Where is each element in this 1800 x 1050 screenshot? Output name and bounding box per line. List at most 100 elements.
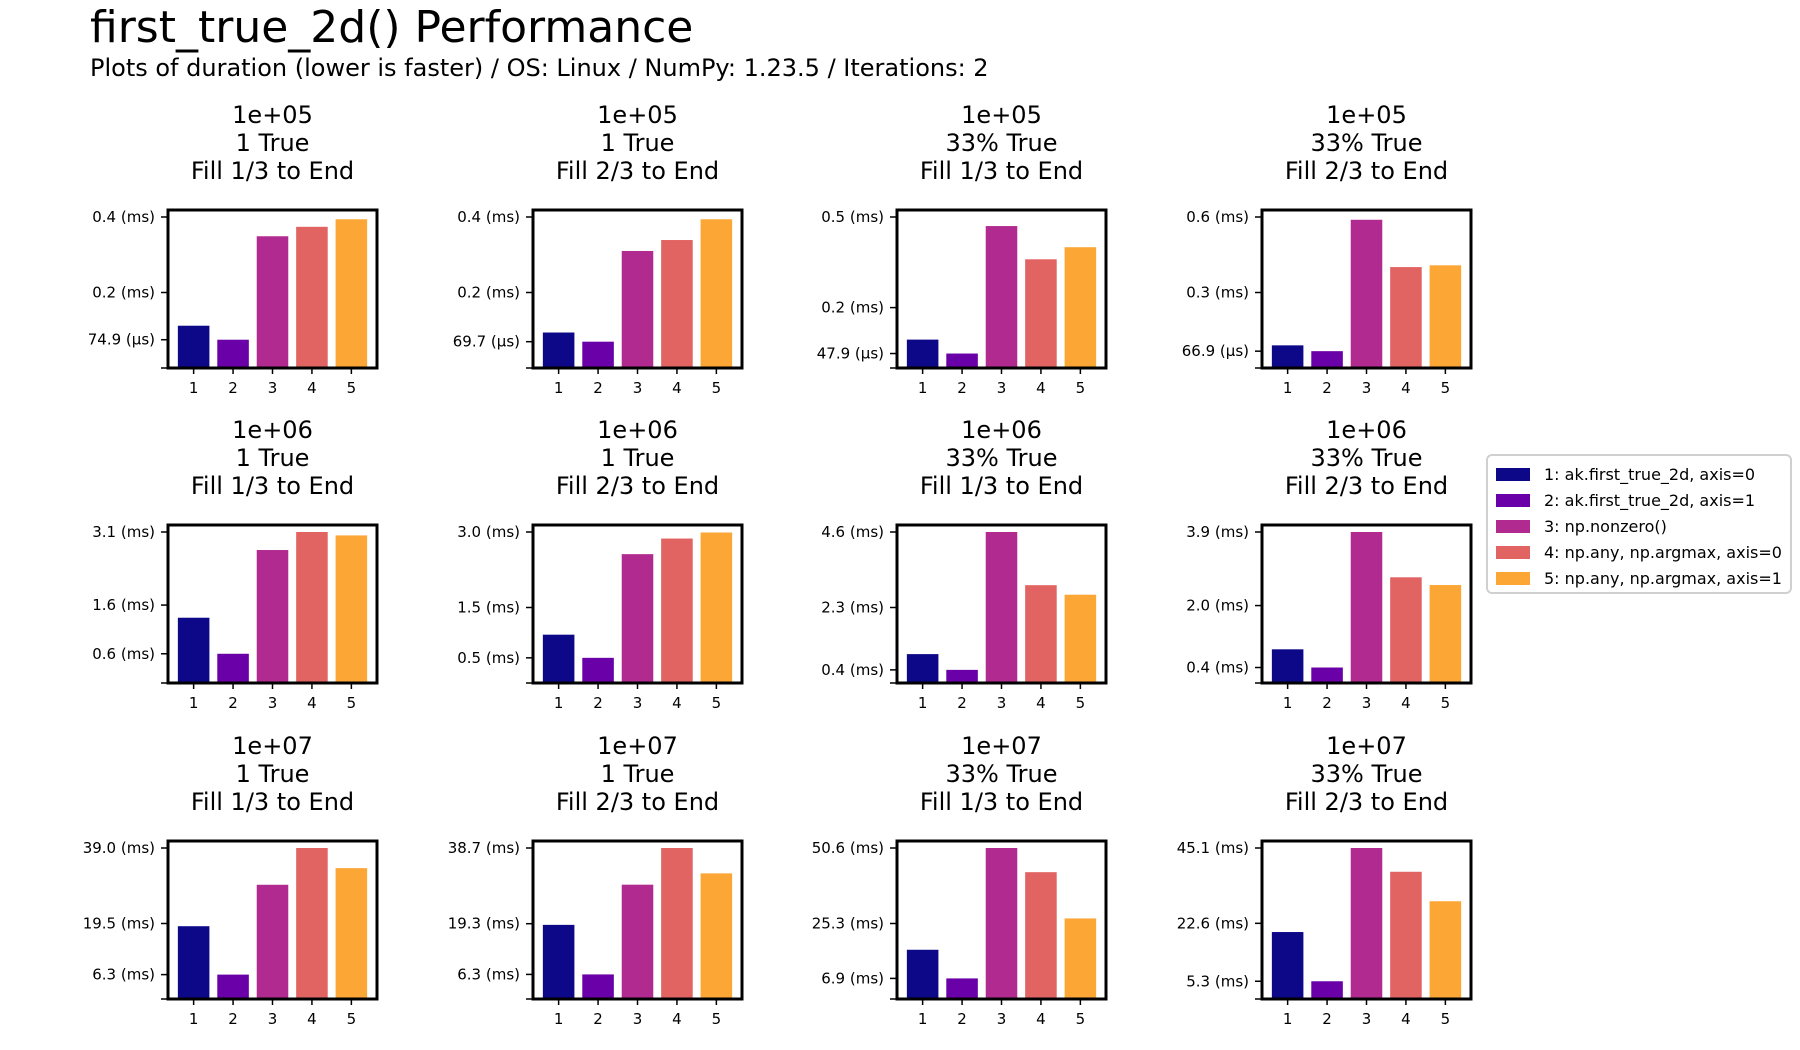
bar bbox=[1064, 918, 1097, 999]
x-tick-label: 4 bbox=[307, 379, 317, 397]
x-tick-label: 4 bbox=[672, 694, 682, 712]
y-tick-label: 50.6 (ms) bbox=[812, 839, 884, 857]
x-tick-label: 3 bbox=[268, 379, 278, 397]
bar bbox=[906, 339, 939, 368]
x-tick-label: 4 bbox=[307, 1010, 317, 1028]
bar bbox=[542, 924, 575, 999]
y-tick-label: 6.3 (ms) bbox=[457, 965, 520, 983]
bar bbox=[296, 848, 328, 999]
x-tick-label: 2 bbox=[1322, 379, 1332, 397]
x-tick-label: 4 bbox=[1036, 1010, 1046, 1028]
x-tick-label: 2 bbox=[593, 379, 603, 397]
y-tick-label: 0.6 (ms) bbox=[1186, 208, 1249, 226]
y-tick-label: 3.1 (ms) bbox=[92, 523, 155, 541]
x-tick-label: 2 bbox=[593, 1010, 603, 1028]
y-tick-label: 4.6 (ms) bbox=[821, 523, 884, 541]
subplot-title: 33% True bbox=[946, 760, 1058, 788]
legend-label: 3: np.nonzero() bbox=[1544, 516, 1667, 536]
subplot-title: 1 True bbox=[236, 444, 310, 472]
x-tick-label: 5 bbox=[1076, 694, 1086, 712]
x-tick-label: 3 bbox=[268, 1010, 278, 1028]
bar bbox=[1064, 247, 1097, 368]
y-tick-label: 39.0 (ms) bbox=[83, 839, 155, 857]
x-tick-label: 1 bbox=[189, 379, 199, 397]
subplot-title: 33% True bbox=[1311, 129, 1423, 157]
y-tick-label: 0.4 (ms) bbox=[92, 208, 155, 226]
subplot-title: 1e+06 bbox=[1326, 416, 1407, 444]
bar bbox=[582, 974, 614, 999]
x-tick-label: 5 bbox=[347, 379, 357, 397]
x-tick-label: 2 bbox=[957, 1010, 967, 1028]
x-tick-label: 1 bbox=[554, 1010, 564, 1028]
bar bbox=[177, 325, 210, 368]
plot-frame bbox=[531, 208, 744, 370]
x-tick-label: 2 bbox=[1322, 694, 1332, 712]
bar bbox=[217, 339, 249, 368]
bar bbox=[946, 353, 978, 368]
subplot-title: Fill 1/3 to End bbox=[920, 157, 1083, 185]
bar bbox=[946, 669, 978, 683]
x-tick-label: 2 bbox=[957, 694, 967, 712]
x-tick-label: 5 bbox=[1076, 1010, 1086, 1028]
bar bbox=[661, 538, 693, 683]
x-tick-label: 3 bbox=[1362, 379, 1372, 397]
legend-item: 1: ak.first_true_2d, axis=0 bbox=[1496, 463, 1755, 485]
y-tick-label: 38.7 (ms) bbox=[448, 839, 520, 857]
bar bbox=[542, 332, 575, 368]
bar bbox=[256, 236, 289, 368]
x-tick-label: 4 bbox=[1036, 694, 1046, 712]
legend-swatch bbox=[1496, 571, 1530, 585]
legend-swatch bbox=[1496, 545, 1530, 559]
x-tick-label: 2 bbox=[1322, 1010, 1332, 1028]
x-tick-label: 1 bbox=[1283, 1010, 1293, 1028]
legend-label: 5: np.any, np.argmax, axis=1 bbox=[1544, 568, 1782, 588]
x-tick-label: 1 bbox=[554, 694, 564, 712]
bar bbox=[1025, 872, 1057, 999]
y-tick-label: 19.5 (ms) bbox=[83, 915, 155, 933]
subplot-title: Fill 1/3 to End bbox=[191, 788, 354, 816]
x-tick-label: 3 bbox=[633, 694, 643, 712]
subplot-title: 1 True bbox=[601, 760, 675, 788]
y-tick-label: 2.0 (ms) bbox=[1186, 597, 1249, 615]
bar bbox=[1311, 981, 1343, 999]
x-tick-label: 3 bbox=[997, 694, 1007, 712]
y-tick-label: 6.9 (ms) bbox=[821, 969, 884, 987]
x-tick-label: 4 bbox=[1036, 379, 1046, 397]
chart-title: first_true_2d() Performance bbox=[90, 2, 694, 53]
bar bbox=[985, 848, 1018, 999]
bar bbox=[1025, 259, 1057, 368]
x-tick-label: 4 bbox=[1401, 694, 1411, 712]
x-tick-label: 2 bbox=[957, 379, 967, 397]
x-tick-label: 3 bbox=[1362, 694, 1372, 712]
x-tick-label: 1 bbox=[189, 1010, 199, 1028]
bar bbox=[1429, 265, 1462, 368]
x-tick-label: 2 bbox=[228, 379, 238, 397]
x-tick-label: 2 bbox=[593, 694, 603, 712]
x-tick-label: 5 bbox=[1441, 694, 1451, 712]
subplot-title: 1e+07 bbox=[961, 732, 1042, 760]
legend-swatch bbox=[1496, 467, 1530, 481]
bar bbox=[1271, 932, 1304, 999]
subplot-title: 1e+07 bbox=[1326, 732, 1407, 760]
x-tick-label: 1 bbox=[189, 694, 199, 712]
subplot-title: Fill 2/3 to End bbox=[1285, 472, 1448, 500]
plot-frame bbox=[531, 839, 744, 1001]
bar bbox=[1064, 594, 1097, 683]
bar bbox=[621, 884, 654, 999]
subplot-title: 1 True bbox=[601, 129, 675, 157]
bar bbox=[661, 848, 693, 999]
subplot-title: 33% True bbox=[1311, 444, 1423, 472]
y-tick-label: 45.1 (ms) bbox=[1177, 839, 1249, 857]
x-tick-label: 5 bbox=[1076, 379, 1086, 397]
plot-frame bbox=[895, 208, 1108, 370]
y-tick-label: 0.2 (ms) bbox=[457, 284, 520, 302]
y-tick-label: 0.5 (ms) bbox=[821, 208, 884, 226]
bar bbox=[1350, 848, 1383, 999]
x-tick-label: 4 bbox=[672, 1010, 682, 1028]
subplot-title: 1e+06 bbox=[232, 416, 313, 444]
subplot-title: 1 True bbox=[236, 129, 310, 157]
legend-label: 1: ak.first_true_2d, axis=0 bbox=[1544, 464, 1756, 484]
subplot-title: 1e+05 bbox=[1326, 101, 1407, 129]
subplot-title: Fill 1/3 to End bbox=[920, 788, 1083, 816]
